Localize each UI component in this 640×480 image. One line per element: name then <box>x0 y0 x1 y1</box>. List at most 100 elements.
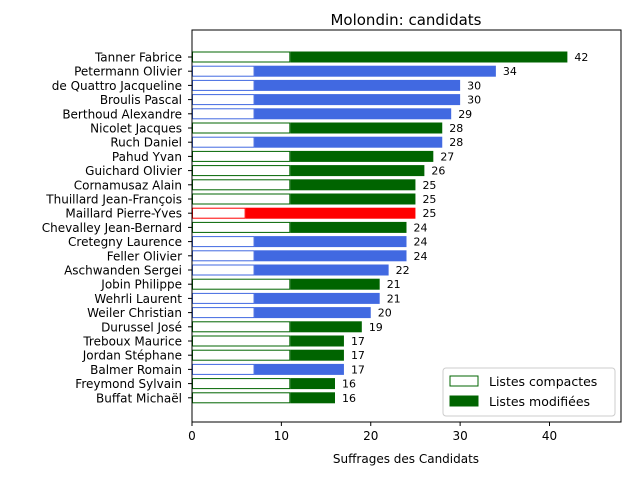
legend-box <box>442 367 616 417</box>
bar-modified <box>290 179 416 191</box>
y-tick-label: Feller Olivier <box>107 249 182 263</box>
y-tick-label: Balmer Romain <box>90 363 182 377</box>
y-tick-label: Guichard Olivier <box>85 164 182 178</box>
bar-modified <box>254 250 407 262</box>
value-label: 21 <box>387 292 401 305</box>
bar-modified <box>290 335 344 347</box>
legend: Listes compactes Listes modifiées <box>442 367 616 417</box>
value-label: 16 <box>342 392 356 405</box>
bar-modified <box>254 292 380 304</box>
bar-compact <box>192 65 255 77</box>
value-label: 28 <box>449 136 463 149</box>
bar-compact <box>192 292 255 304</box>
y-tick-label: Cornamusaz Alain <box>74 178 182 192</box>
value-label: 21 <box>387 278 401 291</box>
value-label: 28 <box>449 122 463 135</box>
bar-compact <box>192 264 255 276</box>
value-label: 17 <box>351 349 365 362</box>
value-label: 42 <box>574 51 588 64</box>
bar-compact <box>192 122 291 134</box>
y-tick-label: Freymond Sylvain <box>75 377 182 391</box>
value-label: 25 <box>422 193 436 206</box>
bar-compact <box>192 136 255 148</box>
chart-title: Molondin: candidats <box>330 11 481 29</box>
bar-compact <box>192 94 255 106</box>
legend-label: Listes compactes <box>489 374 597 389</box>
bar-modified <box>245 207 416 219</box>
bar-modified <box>290 221 407 233</box>
x-tick-label: 40 <box>542 429 557 443</box>
bar-compact <box>192 278 291 290</box>
y-tick-label: Chevalley Jean-Bernard <box>42 221 182 235</box>
value-label: 26 <box>431 165 445 178</box>
value-label: 24 <box>414 236 428 249</box>
y-tick-label: Jobin Philippe <box>100 278 182 292</box>
bar-modified <box>254 307 371 319</box>
bar-compact <box>192 321 291 333</box>
bar-compact <box>192 363 255 375</box>
bar-modified <box>290 378 335 390</box>
value-label: 22 <box>396 264 410 277</box>
bar-compact <box>192 165 291 177</box>
plot-frame <box>191 29 622 423</box>
bar-modified <box>290 392 335 404</box>
value-label: 25 <box>422 207 436 220</box>
bar-modified <box>290 51 568 63</box>
y-tick-label: Wehrli Laurent <box>94 292 182 306</box>
bar-modified <box>254 236 407 248</box>
y-tick-label: Thuillard Jean-François <box>45 193 182 207</box>
legend-swatch-outline <box>449 375 479 387</box>
bar-compact <box>192 207 246 219</box>
x-axis-label: Suffrages des Candidats <box>333 452 479 466</box>
y-tick-label: Maillard Pierre-Yves <box>65 207 182 221</box>
value-label: 24 <box>414 221 428 234</box>
y-tick-label: Weiler Christian <box>87 306 182 320</box>
bar-modified <box>254 108 452 120</box>
bar-modified <box>254 136 443 148</box>
bar-modified <box>254 363 344 375</box>
y-tick-label: Cretegny Laurence <box>68 235 182 249</box>
value-label: 29 <box>458 108 472 121</box>
value-label: 17 <box>351 363 365 376</box>
y-tick-label: Buffat Michaël <box>96 391 182 405</box>
bar-modified <box>290 165 425 177</box>
y-tick-label: Nicolet Jacques <box>90 122 182 136</box>
bar-compact <box>192 236 255 248</box>
bar-modified <box>290 349 344 361</box>
x-tick-label: 20 <box>363 429 378 443</box>
y-tick-label: Tanner Fabrice <box>94 51 182 65</box>
bar-compact <box>192 179 291 191</box>
value-labels: 4234303029282827262525252424242221212019… <box>342 51 588 405</box>
bar-compact <box>192 221 291 233</box>
bar-modified <box>290 193 416 205</box>
x-tick-label: 30 <box>452 429 467 443</box>
value-label: 34 <box>503 65 517 78</box>
y-tick-label: Jordan Stéphane <box>82 349 182 363</box>
bars-group <box>192 51 568 404</box>
legend-swatch-filled <box>449 395 479 407</box>
y-tick-label: Pahud Yvan <box>112 150 182 164</box>
bar-compact <box>192 193 291 205</box>
bar-compact <box>192 150 291 162</box>
bar-compact <box>192 378 291 390</box>
bar-modified <box>290 150 434 162</box>
bar-compact <box>192 250 255 262</box>
bar-compact <box>192 335 291 347</box>
bar-compact <box>192 307 255 319</box>
x-tick-label: 0 <box>188 429 196 443</box>
x-tick-label: 10 <box>274 429 289 443</box>
value-label: 17 <box>351 335 365 348</box>
value-label: 19 <box>369 321 383 334</box>
bar-compact <box>192 349 291 361</box>
bar-compact <box>192 51 291 63</box>
y-tick-label: de Quattro Jacqueline <box>52 79 182 93</box>
bar-modified <box>290 321 362 333</box>
value-label: 24 <box>414 250 428 263</box>
bar-modified <box>254 79 461 91</box>
y-tick-label: Broulis Pascal <box>100 93 182 107</box>
y-tick-label: Treboux Maurice <box>82 335 182 349</box>
x-axis-ticks: 0 10 20 30 40 <box>188 422 557 443</box>
y-tick-label: Ruch Daniel <box>110 136 182 150</box>
y-tick-label: Durussel José <box>101 320 182 334</box>
